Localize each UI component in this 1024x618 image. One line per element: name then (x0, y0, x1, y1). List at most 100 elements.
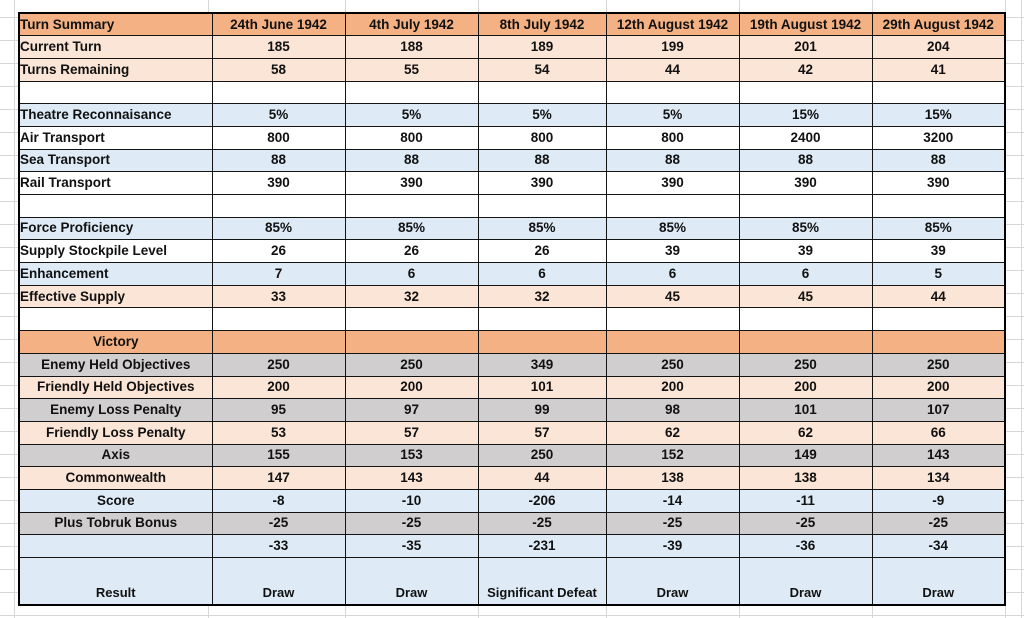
value-cell[interactable]: 55 (344, 57, 479, 82)
value-cell[interactable]: -8 (211, 488, 346, 513)
value-cell[interactable]: 390 (477, 171, 607, 195)
value-cell[interactable]: 204 (871, 35, 1006, 59)
row-label-cell[interactable]: Sea Transport (18, 148, 213, 173)
value-cell[interactable]: 138 (738, 466, 873, 490)
value-cell[interactable] (477, 194, 607, 218)
value-cell[interactable]: 138 (605, 466, 740, 490)
value-cell[interactable]: 42 (738, 57, 873, 82)
value-cell[interactable] (605, 307, 740, 332)
value-cell[interactable]: 15% (871, 103, 1006, 127)
row-label-cell[interactable]: Friendly Loss Penalty (18, 420, 213, 445)
value-cell[interactable]: 85% (738, 216, 873, 241)
value-cell[interactable]: -9 (871, 488, 1006, 513)
value-cell[interactable]: 85% (344, 216, 479, 241)
value-cell[interactable]: 2400 (738, 125, 873, 150)
value-cell[interactable]: 390 (738, 171, 873, 195)
value-cell[interactable]: 62 (605, 420, 740, 445)
value-cell[interactable]: 58 (211, 57, 346, 82)
value-cell[interactable]: 6 (477, 262, 607, 286)
value-cell[interactable]: 250 (477, 443, 607, 468)
value-cell[interactable]: 44 (605, 57, 740, 82)
column-header-cell[interactable]: 29th August 1942 (871, 12, 1006, 37)
value-cell[interactable]: 390 (344, 171, 479, 195)
value-cell[interactable]: 199 (605, 35, 740, 59)
value-cell[interactable]: 200 (605, 375, 740, 400)
value-cell[interactable]: 152 (605, 443, 740, 468)
value-cell[interactable]: 149 (738, 443, 873, 468)
value-cell[interactable] (871, 330, 1006, 354)
value-cell[interactable]: -34 (871, 534, 1006, 558)
row-label-cell[interactable]: Enemy Loss Penalty (18, 398, 213, 422)
value-cell[interactable]: 53 (211, 420, 346, 445)
value-cell[interactable]: 349 (477, 352, 607, 377)
value-cell[interactable]: Draw (738, 557, 873, 605)
value-cell[interactable] (605, 330, 740, 354)
value-cell[interactable]: 7 (211, 262, 346, 286)
value-cell[interactable] (738, 194, 873, 218)
value-cell[interactable]: -36 (738, 534, 873, 558)
row-label-cell[interactable] (18, 80, 213, 105)
value-cell[interactable]: 390 (871, 171, 1006, 195)
value-cell[interactable]: 185 (211, 35, 346, 59)
value-cell[interactable]: 390 (605, 171, 740, 195)
value-cell[interactable] (477, 330, 607, 354)
row-label-cell[interactable]: Enemy Held Objectives (18, 352, 213, 377)
value-cell[interactable]: 250 (605, 352, 740, 377)
row-label-cell[interactable]: Score (18, 488, 213, 513)
value-cell[interactable]: 250 (871, 352, 1006, 377)
row-label-cell[interactable]: Result (18, 557, 213, 605)
value-cell[interactable]: 44 (871, 284, 1006, 309)
value-cell[interactable]: 41 (871, 57, 1006, 82)
value-cell[interactable]: 88 (344, 148, 479, 173)
value-cell[interactable]: 155 (211, 443, 346, 468)
value-cell[interactable] (738, 307, 873, 332)
row-label-cell[interactable]: Air Transport (18, 125, 213, 150)
value-cell[interactable]: -25 (605, 511, 740, 536)
row-label-cell[interactable]: Plus Tobruk Bonus (18, 511, 213, 536)
value-cell[interactable]: 39 (738, 239, 873, 264)
value-cell[interactable] (871, 80, 1006, 105)
value-cell[interactable]: 800 (477, 125, 607, 150)
value-cell[interactable]: 134 (871, 466, 1006, 490)
value-cell[interactable]: 95 (211, 398, 346, 422)
column-header-cell[interactable]: 4th July 1942 (344, 12, 479, 37)
value-cell[interactable]: 26 (477, 239, 607, 264)
value-cell[interactable]: 45 (738, 284, 873, 309)
value-cell[interactable]: 39 (871, 239, 1006, 264)
row-label-cell[interactable] (18, 194, 213, 218)
value-cell[interactable]: -33 (211, 534, 346, 558)
column-header-cell[interactable]: 19th August 1942 (738, 12, 873, 37)
value-cell[interactable]: 101 (477, 375, 607, 400)
value-cell[interactable]: 143 (344, 466, 479, 490)
value-cell[interactable]: 85% (477, 216, 607, 241)
value-cell[interactable]: 98 (605, 398, 740, 422)
value-cell[interactable]: 188 (344, 35, 479, 59)
value-cell[interactable]: 88 (477, 148, 607, 173)
value-cell[interactable]: 200 (211, 375, 346, 400)
value-cell[interactable]: 54 (477, 57, 607, 82)
value-cell[interactable]: -25 (477, 511, 607, 536)
value-cell[interactable] (344, 194, 479, 218)
value-cell[interactable]: 62 (738, 420, 873, 445)
value-cell[interactable]: 5% (477, 103, 607, 127)
value-cell[interactable]: 99 (477, 398, 607, 422)
row-label-cell[interactable]: Current Turn (18, 35, 213, 59)
value-cell[interactable]: 5 (871, 262, 1006, 286)
value-cell[interactable]: 143 (871, 443, 1006, 468)
value-cell[interactable]: 6 (344, 262, 479, 286)
value-cell[interactable]: 390 (211, 171, 346, 195)
value-cell[interactable]: 45 (605, 284, 740, 309)
row-label-cell[interactable]: Victory (18, 330, 213, 354)
value-cell[interactable]: -14 (605, 488, 740, 513)
value-cell[interactable]: 800 (211, 125, 346, 150)
value-cell[interactable]: 33 (211, 284, 346, 309)
value-cell[interactable]: 200 (344, 375, 479, 400)
value-cell[interactable]: 250 (738, 352, 873, 377)
value-cell[interactable]: 26 (344, 239, 479, 264)
value-cell[interactable]: 3200 (871, 125, 1006, 150)
row-label-cell[interactable]: Enhancement (18, 262, 213, 286)
value-cell[interactable]: Draw (871, 557, 1006, 605)
value-cell[interactable]: Significant Defeat (477, 557, 607, 605)
row-label-cell[interactable]: Effective Supply (18, 284, 213, 309)
value-cell[interactable]: 6 (605, 262, 740, 286)
